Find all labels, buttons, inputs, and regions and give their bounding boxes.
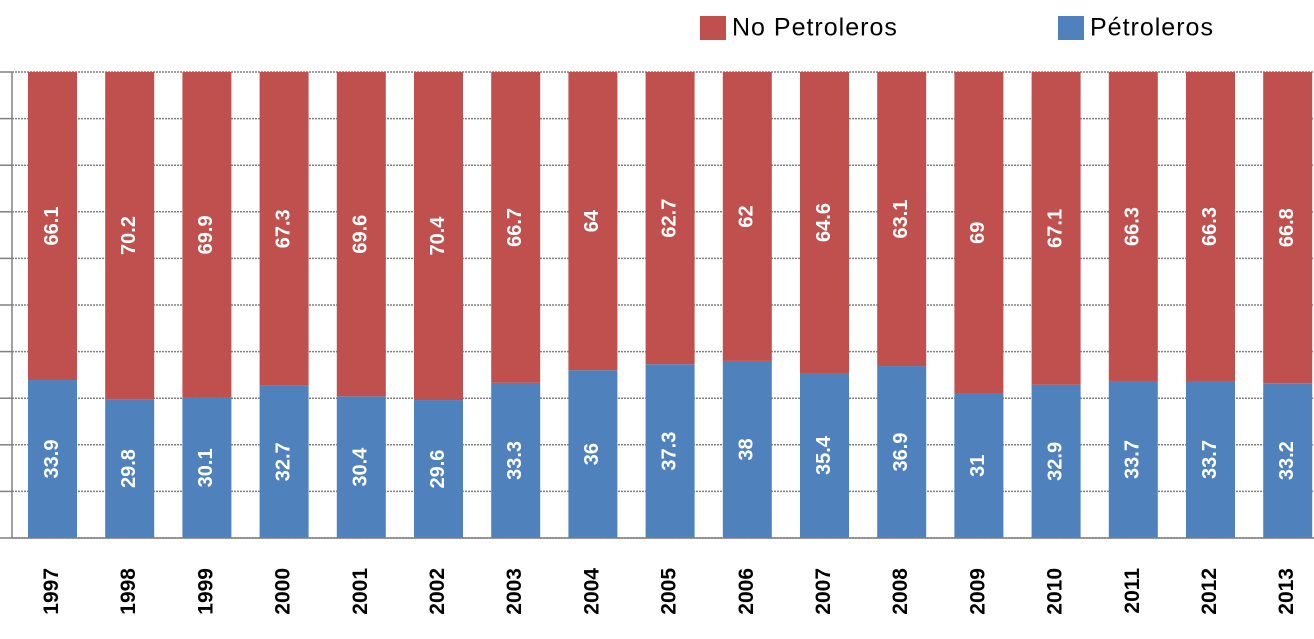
x-tick-label: 1997 (40, 568, 63, 615)
x-tick-label: 2011 (1121, 568, 1144, 614)
x-tick-label: 2002 (426, 568, 449, 615)
data-label: 70.2 (118, 216, 140, 255)
bar-segment (1108, 380, 1158, 538)
legend-swatch (700, 16, 726, 40)
data-label: 69 (967, 222, 989, 244)
bar-segment (336, 396, 386, 538)
bar-segment (722, 72, 772, 361)
data-label: 62 (736, 205, 758, 227)
data-label: 69.6 (350, 215, 372, 254)
bar-segment (877, 72, 927, 367)
x-tick-label: 1999 (194, 568, 217, 615)
data-label: 66.8 (1276, 208, 1298, 247)
bar-segment (28, 380, 77, 538)
legend-swatch (1058, 16, 1084, 40)
data-label: 33.9 (41, 440, 63, 479)
x-tick-label: 2012 (1198, 568, 1221, 615)
x-tick-label: 1998 (117, 568, 140, 615)
bar-segment (645, 364, 695, 538)
bar-segment (800, 72, 849, 374)
data-label: 70.4 (427, 216, 449, 256)
bar-segment (105, 72, 155, 400)
bar-segment (1186, 72, 1235, 381)
bar-segment (336, 72, 386, 397)
data-label: 30.1 (195, 448, 217, 487)
data-label: 62.7 (658, 199, 680, 238)
data-label: 30.4 (350, 447, 372, 487)
bar-segment (645, 72, 695, 365)
x-tick-label: 2001 (349, 568, 372, 615)
data-label: 63.1 (890, 200, 912, 239)
bar-segment (568, 72, 618, 371)
bar-segment (800, 373, 849, 538)
bar-segment (182, 397, 232, 538)
bar-segment (28, 72, 77, 381)
data-label: 32.9 (1044, 442, 1066, 481)
data-label: 33.3 (504, 441, 526, 480)
bar-segment (954, 72, 1004, 394)
data-label: 33.7 (1122, 440, 1144, 479)
bar-segment (414, 400, 463, 538)
data-label: 67.1 (1044, 209, 1066, 248)
x-tick-label: 2004 (580, 568, 603, 615)
data-label: 32.7 (272, 442, 294, 481)
data-label: 36 (581, 443, 603, 465)
data-label: 33.2 (1276, 441, 1298, 480)
bar-segment (491, 72, 541, 383)
bar-segment (1263, 72, 1313, 384)
data-label: 64.6 (813, 203, 835, 242)
data-label: 64 (581, 209, 603, 232)
bar-segment (105, 399, 155, 538)
bar-segment (722, 360, 772, 538)
x-tick-label: 2009 (966, 568, 989, 615)
bar-segment (1031, 72, 1081, 385)
data-label: 66.3 (1122, 207, 1144, 246)
bar-segment (1108, 72, 1158, 381)
data-label: 37.3 (658, 432, 680, 471)
data-label: 35.4 (813, 435, 835, 475)
data-label: 69.9 (195, 215, 217, 254)
bar-segment (182, 72, 232, 398)
bar-segment (1186, 380, 1235, 538)
x-tick-label: 2010 (1044, 568, 1067, 615)
x-tick-label: 2007 (812, 568, 835, 615)
bar-segment (414, 72, 463, 401)
bar-segment (491, 382, 541, 538)
data-label: 36.9 (890, 433, 912, 472)
legend-label: No Petroleros (732, 14, 898, 42)
x-tick-label: 2000 (272, 568, 295, 615)
data-label: 38 (736, 438, 758, 460)
bar-segment (877, 366, 927, 538)
x-tick-label: 2005 (658, 568, 681, 615)
bar-segment (1031, 384, 1081, 538)
data-label: 66.7 (504, 208, 526, 247)
x-tick-label: 2003 (503, 568, 526, 615)
data-label: 67.3 (272, 209, 294, 248)
data-label: 66.3 (1199, 207, 1221, 246)
data-label: 29.6 (427, 450, 449, 489)
bar-segment (1263, 383, 1313, 538)
bar-segment (954, 393, 1004, 538)
bar-segment (259, 385, 309, 538)
data-label: 66.1 (41, 207, 63, 246)
bar-segment (259, 72, 309, 386)
legend-label: Pétroleros (1090, 14, 1214, 42)
x-tick-label: 2008 (889, 568, 912, 615)
x-tick-label: 2013 (1275, 568, 1298, 615)
data-label: 29.8 (118, 449, 140, 488)
x-tick-label: 2006 (735, 568, 758, 615)
data-label: 31 (967, 455, 989, 477)
bar-segment (568, 370, 618, 538)
data-label: 33.7 (1199, 440, 1221, 479)
